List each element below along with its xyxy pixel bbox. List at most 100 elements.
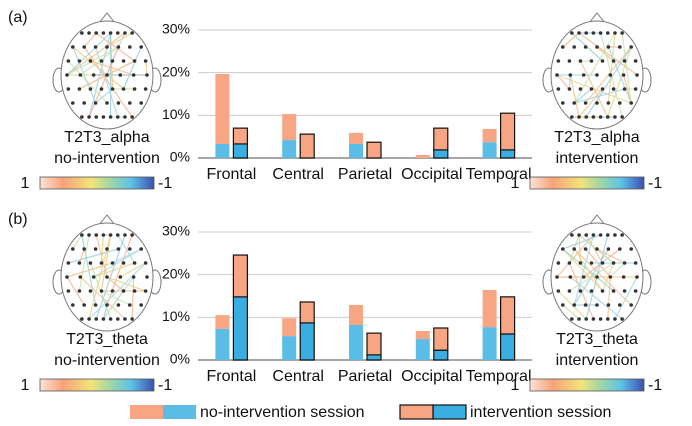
bar-segment xyxy=(349,132,363,144)
electrode xyxy=(132,289,137,293)
electrode xyxy=(82,303,86,307)
connection xyxy=(106,276,146,292)
connection xyxy=(106,32,133,48)
electrode xyxy=(600,289,605,293)
electrode xyxy=(80,233,84,237)
colorbar-min: -1 xyxy=(648,175,662,192)
electrode xyxy=(556,261,561,265)
electrode xyxy=(78,275,83,279)
panel-label: (a) xyxy=(8,9,28,26)
electrode xyxy=(606,45,611,49)
colorbar-max: 1 xyxy=(21,175,30,192)
connection xyxy=(607,46,632,118)
bar-segment xyxy=(215,315,230,329)
electrode xyxy=(622,87,627,91)
x-tick-label: Parietal xyxy=(338,368,392,385)
connection xyxy=(78,248,85,264)
electrode xyxy=(139,45,144,49)
electrode xyxy=(123,31,127,35)
bar-segment xyxy=(299,322,315,361)
bar-segment xyxy=(433,127,449,151)
electrode xyxy=(66,87,71,91)
map-title: T2T3_alpha xyxy=(554,129,639,146)
electrode xyxy=(82,247,86,251)
electrode xyxy=(128,247,132,251)
electrode xyxy=(572,101,576,105)
electrode xyxy=(621,275,626,279)
electrode xyxy=(145,73,149,77)
electrode xyxy=(66,59,71,63)
nose xyxy=(588,12,606,24)
electrode xyxy=(568,73,573,77)
map-title: T2T3_theta xyxy=(556,331,638,348)
electrode xyxy=(94,317,99,321)
map-title: no-intervention xyxy=(54,150,160,167)
electrode xyxy=(94,115,99,119)
x-tick-label: Occipital xyxy=(401,166,462,183)
electrode xyxy=(105,101,109,105)
electrode xyxy=(567,289,572,293)
electrode xyxy=(77,261,82,265)
electrode xyxy=(577,317,581,321)
electrode xyxy=(105,275,109,279)
y-tick-label: 30% xyxy=(162,21,190,37)
connection xyxy=(573,32,616,104)
electrode xyxy=(556,289,561,293)
electrode xyxy=(629,101,634,105)
electrode xyxy=(595,45,599,49)
colorbar xyxy=(529,176,645,190)
electrode xyxy=(556,59,561,63)
electrode xyxy=(578,261,583,265)
map-title: T2T3_alpha xyxy=(64,129,149,146)
electrode xyxy=(589,59,594,63)
electrode xyxy=(145,275,149,279)
electrode xyxy=(613,31,617,35)
electrode xyxy=(633,59,638,63)
electrode xyxy=(82,45,86,49)
connection xyxy=(556,74,570,90)
electrode xyxy=(132,87,137,91)
electrode xyxy=(605,115,610,119)
electrode xyxy=(131,73,136,77)
connection xyxy=(131,276,135,320)
bar-segment xyxy=(232,127,248,145)
bar-segment xyxy=(415,339,430,360)
electrode xyxy=(618,303,622,307)
electrode xyxy=(578,289,583,293)
bar-segment xyxy=(433,349,449,361)
legend-swatch xyxy=(432,404,467,420)
connection xyxy=(120,262,146,278)
electrode xyxy=(629,45,634,49)
connection xyxy=(585,46,632,118)
bar-segment xyxy=(349,325,363,360)
bar-segment xyxy=(433,149,449,159)
electrode xyxy=(567,261,572,265)
colorbar-max: 1 xyxy=(511,377,520,394)
electrode xyxy=(99,289,104,293)
electrode xyxy=(618,247,622,251)
bar-segment xyxy=(366,332,382,356)
connection xyxy=(95,46,119,118)
electrode xyxy=(116,45,121,49)
electrode xyxy=(139,101,144,105)
electrode xyxy=(598,31,603,35)
connection xyxy=(607,32,616,104)
y-tick-label: 10% xyxy=(162,308,190,324)
y-tick-label: 20% xyxy=(162,265,190,281)
bar-segment xyxy=(282,318,297,337)
bar-segment xyxy=(282,336,297,360)
electrode xyxy=(620,233,624,237)
electrode xyxy=(600,261,605,265)
connection xyxy=(578,88,603,118)
electrode xyxy=(118,73,123,77)
electrode xyxy=(584,31,589,35)
x-tick-label: Temporal xyxy=(466,166,532,183)
colorbar-min: -1 xyxy=(158,377,172,394)
bar-segment xyxy=(366,141,382,159)
electrode xyxy=(128,45,132,49)
x-tick-label: Temporal xyxy=(466,368,532,385)
electrode xyxy=(118,275,123,279)
electrode xyxy=(123,317,127,321)
electrode xyxy=(605,31,610,35)
electrode xyxy=(130,115,134,119)
